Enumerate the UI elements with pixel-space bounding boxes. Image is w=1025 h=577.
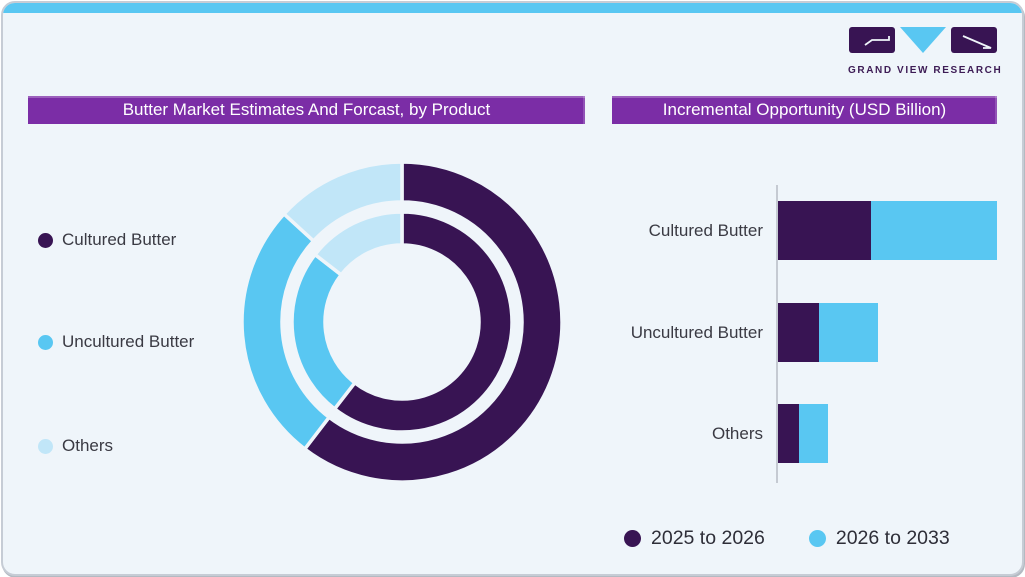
2026-to-2033-swatch-icon <box>808 530 826 547</box>
uncultured-butter-swatch-icon <box>38 334 53 350</box>
bar-uncultured-butter-2025-to-2026 <box>778 303 819 362</box>
brand-logo: GRAND VIEW RESEARCH <box>848 27 1003 76</box>
bar-cultured-butter-2025-to-2026 <box>778 201 871 260</box>
bar-chart-legend: 2025 to 2026 2026 to 2033 <box>624 527 950 550</box>
gvr-logo-icon <box>849 27 997 53</box>
y-axis-line <box>776 185 778 483</box>
donut-legend-item-cultured-butter: Cultured Butter <box>38 228 176 252</box>
top-accent-bar <box>3 3 1022 13</box>
donut-legend-label: Cultured Butter <box>62 230 177 249</box>
bar-uncultured-butter-2026-to-2033 <box>819 303 878 362</box>
bar-others-2025-to-2026 <box>778 404 799 463</box>
donut-chart-title: Butter Market Estimates And Forcast, by … <box>28 96 585 124</box>
bar-legend-label: 2025 to 2026 <box>651 527 765 549</box>
2025-to-2026-swatch-icon <box>624 530 641 547</box>
bar-others-2026-to-2033 <box>799 404 828 463</box>
bar-legend-item-2025-to-2026: 2025 to 2026 <box>624 527 765 550</box>
bar-cultured-butter-2026-to-2033 <box>871 201 997 260</box>
bar-legend-label: 2026 to 2033 <box>835 527 950 549</box>
donut-legend-item-others: Others <box>38 434 113 458</box>
donut-outer-segment-cultured-butter <box>302 160 564 484</box>
bar-category-label-others: Others <box>711 423 763 443</box>
donut-inner-segment-others <box>312 210 404 278</box>
donut-legend-label: Uncultured Butter <box>62 332 195 351</box>
bar-category-label-uncultured-butter: Uncultured Butter <box>630 322 763 342</box>
donut-outer-segment-others <box>281 160 404 244</box>
bar-category-label-cultured-butter: Cultured Butter <box>648 220 763 240</box>
cultured-butter-swatch-icon <box>38 232 53 248</box>
brand-name: GRAND VIEW RESEARCH <box>848 65 1003 76</box>
donut-chart <box>240 160 564 484</box>
others-swatch-icon <box>38 438 53 454</box>
donut-legend-item-uncultured-butter: Uncultured Butter <box>38 330 194 354</box>
bar-legend-item-2026-to-2033: 2026 to 2033 <box>808 527 950 550</box>
bar-chart-title: Incremental Opportunity (USD Billion) <box>612 96 997 124</box>
donut-legend-label: Others <box>62 436 114 455</box>
donut-inner-segment-cultured-butter <box>332 210 514 434</box>
